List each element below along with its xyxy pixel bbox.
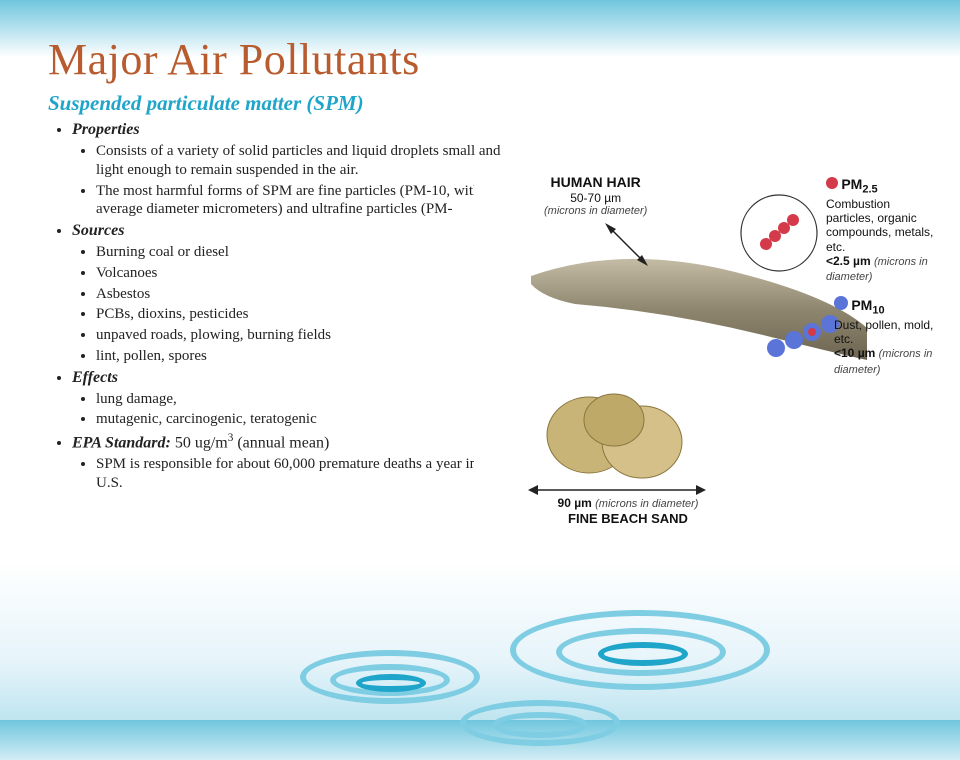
section-epa-head: EPA Standard: 50 ug/m3 (annual mean): [72, 431, 528, 453]
hair-arrow: [604, 222, 664, 282]
epa-item: SPM is responsible for about 60,000 prem…: [96, 455, 528, 493]
sources-item: Volcanoes: [96, 264, 528, 283]
figure-pm-diagram: HUMAN HAIR 50-70 µm (microns in diameter…: [474, 170, 934, 530]
sand-label: 90 µm (microns in diameter) FINE BEACH S…: [548, 496, 708, 527]
pm25-zoom-circle: [734, 188, 824, 278]
epa-suffix: (annual mean): [233, 434, 329, 451]
properties-item: Consists of a variety of solid particles…: [96, 142, 528, 180]
sources-item: Asbestos: [96, 285, 528, 304]
sand-grains: [534, 380, 704, 490]
sources-item: Burning coal or diesel: [96, 243, 528, 262]
effects-item: mutagenic, carcinogenic, teratogenic: [96, 410, 528, 429]
sources-item: lint, pollen, spores: [96, 347, 528, 366]
properties-item: The most harmful forms of SPM are fine p…: [96, 182, 528, 220]
hair-label: HUMAN HAIR 50-70 µm (microns in diameter…: [544, 174, 647, 218]
slide-subtitle: Suspended particulate matter (SPM): [48, 91, 912, 116]
pm25-label: PM2.5 Combustion particles, organic comp…: [826, 176, 936, 285]
sources-item: unpaved roads, plowing, burning fields: [96, 326, 528, 345]
pm10-label: PM10 Dust, pollen, mold, etc. <10 µm (mi…: [834, 296, 934, 377]
sources-item: PCBs, dioxins, pesticides: [96, 305, 528, 324]
effects-item: lung damage,: [96, 390, 528, 409]
epa-prefix: EPA Standard:: [72, 434, 171, 451]
epa-value: 50 ug/m: [171, 434, 228, 451]
section-effects-head: Effects: [72, 368, 528, 388]
section-sources-head: Sources: [72, 221, 528, 241]
section-properties-head: Properties: [72, 120, 528, 140]
slide-title: Major Air Pollutants: [48, 34, 912, 85]
ripple-decoration: [260, 560, 760, 760]
content-column: Properties Consists of a variety of soli…: [48, 120, 528, 493]
